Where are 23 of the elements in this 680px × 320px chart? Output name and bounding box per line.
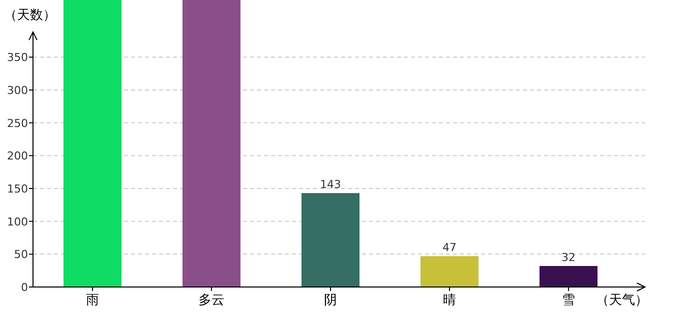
x-axis-title: （天气） — [596, 293, 648, 308]
bar — [540, 266, 598, 287]
x-tick-label: 多云 — [198, 293, 224, 308]
y-tick-label: 300 — [7, 84, 28, 97]
data-label: 47 — [442, 241, 456, 254]
x-tick-label: 阴 — [324, 293, 337, 308]
bar — [182, 0, 240, 287]
data-label: 143 — [320, 178, 341, 192]
y-tick-label: 0 — [21, 281, 28, 294]
x-tick-label: 雪 — [562, 293, 575, 308]
y-tick-label: 150 — [7, 182, 28, 196]
y-tick-label: 350 — [7, 51, 28, 64]
bar — [302, 193, 360, 287]
y-tick-label: 100 — [7, 215, 28, 228]
y-tick-label: 250 — [7, 116, 28, 130]
bar — [64, 0, 122, 287]
data-label: 32 — [562, 250, 576, 264]
x-tick-label: 晴 — [443, 293, 456, 308]
y-axis-title: （天数） — [4, 8, 56, 23]
x-tick-label: 雨 — [86, 293, 99, 308]
y-tick-label: 200 — [7, 150, 28, 163]
y-tick-label: 50 — [14, 248, 28, 262]
bar — [420, 256, 478, 287]
